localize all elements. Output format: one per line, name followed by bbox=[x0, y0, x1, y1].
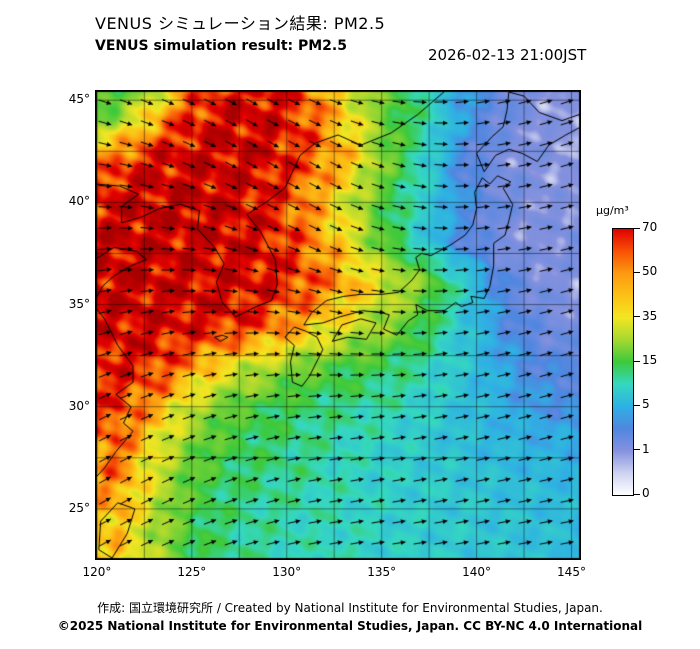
colorbar-tick-mark bbox=[634, 360, 640, 362]
lon-tick-label: 145° bbox=[557, 565, 586, 579]
lat-tick-label: 45° bbox=[68, 92, 90, 107]
lon-tick-label: 125° bbox=[177, 565, 207, 579]
timestamp: 2026-02-13 21:00JST bbox=[428, 46, 587, 64]
colorbar-tick-mark bbox=[634, 271, 640, 273]
page-title-english: VENUS simulation result: PM2.5 bbox=[95, 38, 347, 54]
colorbar-tick-mark bbox=[634, 227, 640, 229]
colorbar-tick-label: 5 bbox=[642, 397, 650, 412]
lon-tick-label: 130° bbox=[272, 565, 302, 579]
colorbar-tick-label: 70 bbox=[642, 220, 658, 234]
colorbar-tick-mark bbox=[634, 449, 640, 451]
lat-tick-label: 30° bbox=[68, 398, 90, 413]
license-line: ©2025 National Institute for Environment… bbox=[57, 619, 643, 633]
colorbar-tick-mark bbox=[634, 316, 640, 318]
colorbar-tick-label: 0 bbox=[642, 486, 650, 500]
lon-tick-label: 120° bbox=[82, 565, 112, 579]
credit-line: 作成: 国立環境研究所 / Created by National Instit… bbox=[97, 601, 603, 615]
colorbar-tick-label: 35 bbox=[642, 308, 658, 323]
colorbar: µg/m³ 0 1 5 15 35 50 70 bbox=[594, 202, 700, 514]
colorbar-tick-mark bbox=[634, 404, 640, 406]
page-title-japanese: VENUS シミュレーション結果: PM2.5 bbox=[95, 14, 386, 33]
colorbar-unit-label: µg/m³ bbox=[596, 204, 629, 217]
lat-tick-label: 40° bbox=[68, 194, 90, 209]
colorbar-tick-label: 15 bbox=[642, 353, 658, 367]
colorbar-tick-mark bbox=[634, 493, 640, 495]
colorbar-tick-label: 1 bbox=[642, 441, 650, 456]
pm25-map-canvas bbox=[95, 90, 581, 560]
lat-tick-label: 35° bbox=[68, 296, 90, 311]
lat-tick-label: 25° bbox=[68, 500, 90, 515]
colorbar-tick-label: 50 bbox=[642, 264, 658, 279]
colorbar-gradient bbox=[612, 228, 634, 496]
lon-tick-label: 135° bbox=[367, 565, 397, 579]
lon-tick-label: 140° bbox=[462, 565, 492, 579]
